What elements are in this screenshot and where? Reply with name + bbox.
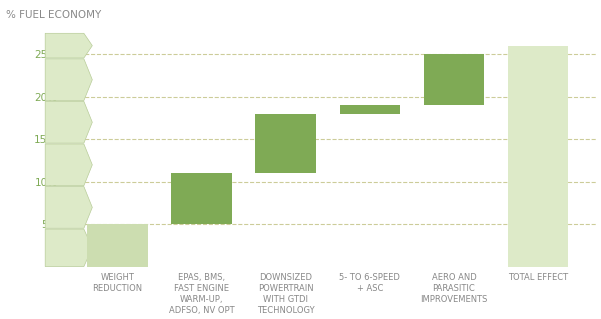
Bar <box>255 114 316 173</box>
Polygon shape <box>45 187 93 228</box>
Polygon shape <box>45 229 93 267</box>
Bar <box>340 105 400 114</box>
Bar <box>87 224 148 267</box>
Bar <box>508 46 568 267</box>
Text: % FUEL ECONOMY: % FUEL ECONOMY <box>6 10 101 19</box>
Bar <box>424 54 484 105</box>
Polygon shape <box>45 144 93 186</box>
Polygon shape <box>45 101 93 143</box>
Bar <box>171 173 232 224</box>
Polygon shape <box>45 59 93 100</box>
Polygon shape <box>45 33 93 58</box>
